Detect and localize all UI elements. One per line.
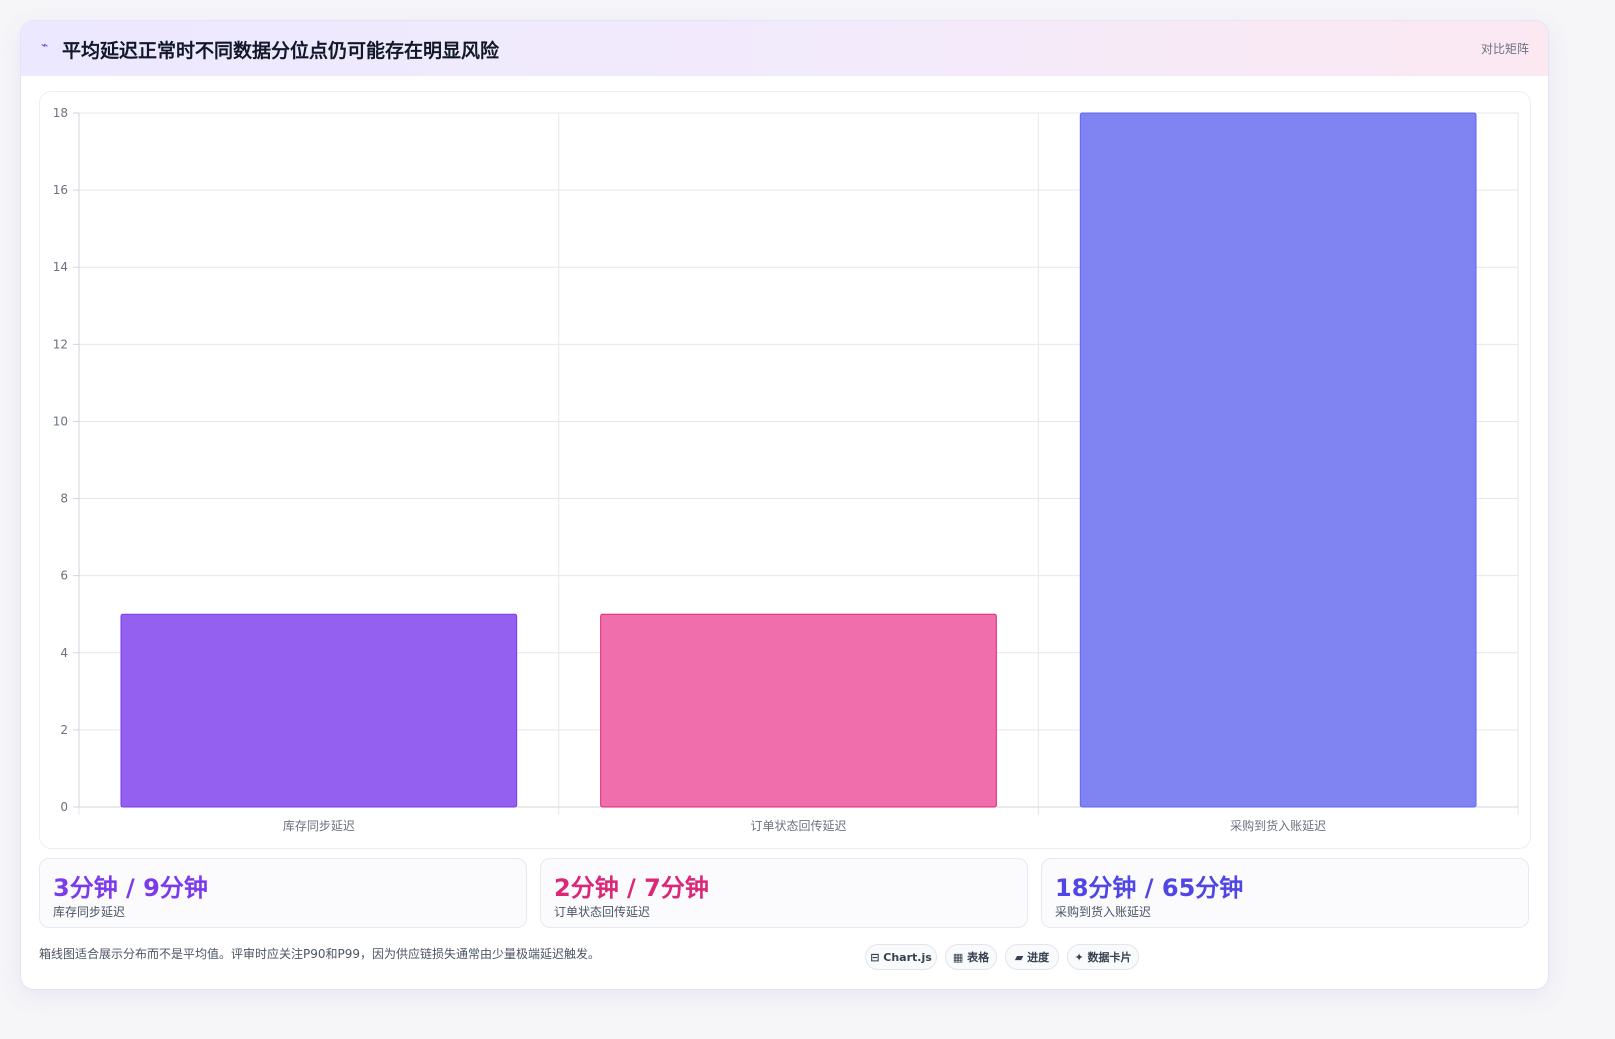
stat-card-purchase-arrival: 18分钟 / 65分钟 采购到货入账延迟 — [1041, 858, 1529, 928]
progress-icon: ▰ — [1014, 951, 1024, 964]
stat-value: 18分钟 / 65分钟 — [1055, 874, 1244, 902]
chip-data-card[interactable]: ✦ 数据卡片 — [1067, 944, 1139, 970]
page-title: 平均延迟正常时不同数据分位点仍可能存在明显风险 — [62, 40, 500, 62]
chip-label: 进度 — [1027, 951, 1050, 964]
y-tick-label: 14 — [53, 260, 68, 274]
stat-card-order-status: 2分钟 / 7分钟 订单状态回传延迟 — [540, 858, 1028, 928]
table-icon: ▦ — [952, 951, 964, 964]
chip-label: Chart.js — [883, 951, 932, 964]
stat-label: 订单状态回传延迟 — [554, 905, 651, 919]
chip-label: 数据卡片 — [1087, 951, 1132, 964]
y-tick-label: 10 — [53, 414, 68, 428]
chip-label: 表格 — [967, 951, 990, 964]
stat-value: 3分钟 / 9分钟 — [53, 874, 208, 902]
y-tick-label: 2 — [60, 723, 68, 737]
sparkle-icon: ✦ — [1074, 951, 1084, 964]
chart-icon: ⊟ — [870, 951, 880, 964]
y-tick-label: 16 — [53, 183, 68, 197]
x-tick-label: 库存同步延迟 — [283, 818, 355, 833]
stat-label: 库存同步延迟 — [53, 905, 126, 919]
stat-label: 采购到货入账延迟 — [1055, 905, 1152, 919]
chart-footnote: 箱线图适合展示分布而不是平均值。评审时应关注P90和P99，因为供应链损失通常由… — [39, 947, 601, 961]
sparkline-icon: ⌁ — [41, 38, 49, 52]
stat-value: 2分钟 / 7分钟 — [554, 874, 709, 902]
y-tick-label: 8 — [60, 492, 68, 506]
y-tick-label: 18 — [53, 106, 68, 120]
comparison-matrix-link[interactable]: 对比矩阵 — [1480, 42, 1529, 56]
y-tick-label: 12 — [53, 337, 68, 351]
chart-card: ⌁ 平均延迟正常时不同数据分位点仍可能存在明显风险 对比矩阵 0 2 4 6 8 10 12… — [20, 20, 1549, 990]
card-header: ⌁ 平均延迟正常时不同数据分位点仍可能存在明显风险 对比矩阵 — [21, 21, 1548, 76]
chart-container: 0 2 4 6 8 10 12 14 16 18 库存同步延迟 订单状态回传延迟 采购到货入账延迟 — [39, 91, 1531, 849]
chip-chartjs[interactable]: ⊟ Chart.js — [865, 944, 937, 970]
y-tick-label: 4 — [60, 646, 68, 660]
bar — [1079, 112, 1477, 808]
y-tick-label: 0 — [60, 800, 68, 814]
bar-chart: 0 2 4 6 8 10 12 14 16 18 库存同步延迟 订单状态回传延迟 采购到货入账延迟 — [53, 106, 1519, 833]
chip-table[interactable]: ▦ 表格 — [945, 944, 997, 970]
bar — [600, 613, 997, 808]
x-tick-label: 采购到货入账延迟 — [1230, 818, 1326, 833]
y-tick-label: 6 — [60, 569, 68, 583]
x-tick-label: 订单状态回传延迟 — [750, 818, 846, 833]
chip-progress[interactable]: ▰ 进度 — [1005, 944, 1059, 970]
bar — [120, 613, 518, 808]
stat-card-inventory-sync: 3分钟 / 9分钟 库存同步延迟 — [39, 858, 527, 928]
